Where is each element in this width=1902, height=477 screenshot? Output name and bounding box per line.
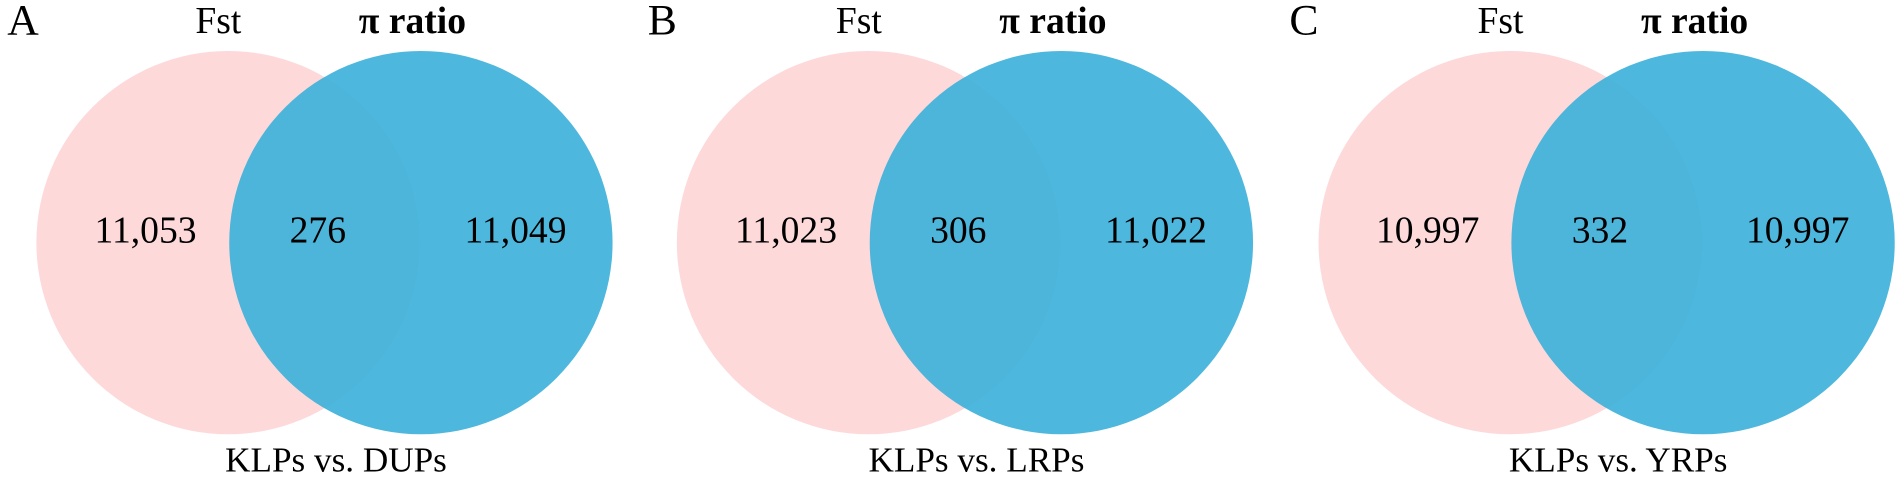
region-count: 10,997: [1746, 210, 1849, 252]
panel-label: A: [7, 0, 39, 44]
region-count: 332: [1572, 210, 1628, 252]
venn-panel: Fst π ratio 10,997 332 10,997 C KLPs vs. YRPs: [1289, 0, 1895, 477]
region-count: 306: [930, 210, 986, 252]
caption: KLPs vs. YRPs: [1509, 440, 1728, 477]
caption: KLPs vs. DUPs: [225, 440, 447, 477]
region-count: 10,997: [1376, 210, 1479, 252]
region-count: 11,022: [1105, 210, 1207, 252]
venn-panel: Fst π ratio 11,023 306 11,022 B KLPs vs. LRPs: [648, 0, 1254, 477]
region-count: 11,023: [735, 210, 837, 252]
caption: KLPs vs. LRPs: [869, 440, 1085, 477]
set-name: π ratio: [1641, 0, 1748, 42]
venn-panel: Fst π ratio 11,053 276 11,049 A KLPs vs. DUPs: [7, 0, 613, 477]
panel-label: C: [1289, 0, 1318, 44]
set-name: π ratio: [999, 0, 1106, 42]
set-circle: [229, 50, 613, 435]
region-count: 276: [290, 210, 346, 252]
panel-label: B: [648, 0, 677, 44]
set-name: π ratio: [359, 0, 466, 42]
set-name: Fst: [836, 0, 883, 42]
set-circle: [1511, 50, 1895, 435]
set-circle: [869, 50, 1254, 435]
region-count: 11,049: [465, 210, 567, 252]
set-name: Fst: [1478, 0, 1525, 42]
region-count: 11,053: [95, 210, 197, 252]
set-name: Fst: [195, 0, 242, 42]
